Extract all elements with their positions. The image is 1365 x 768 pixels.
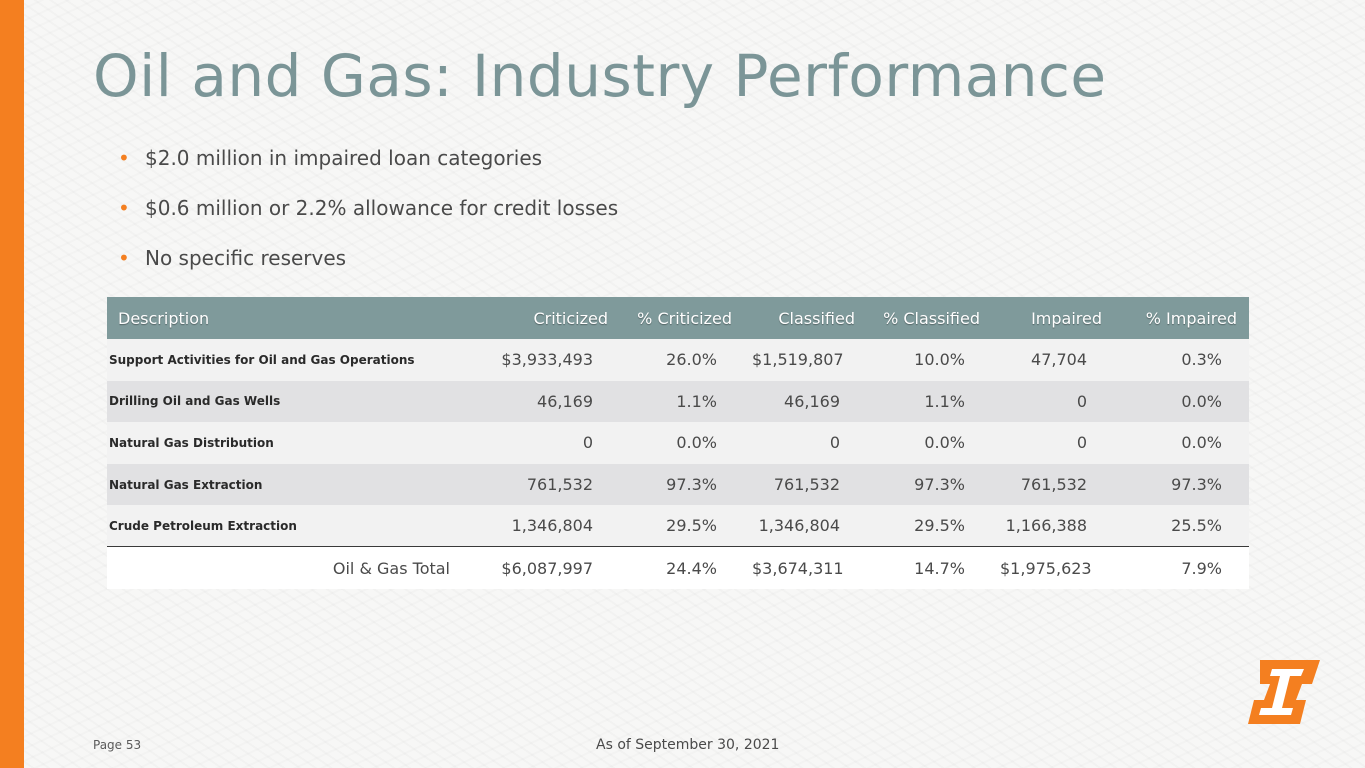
header-description: Description bbox=[118, 308, 210, 328]
header-pct-criticized: % Criticized bbox=[637, 308, 732, 328]
slide-title: Oil and Gas: Industry Performance bbox=[93, 42, 1107, 110]
cell-pct-criticized: 26.0% bbox=[666, 350, 717, 370]
bullet-item: • $2.0 million in impaired loan categorie… bbox=[118, 146, 618, 196]
bullet-icon: • bbox=[118, 146, 130, 170]
bullet-icon: • bbox=[118, 246, 130, 270]
table-row: Support Activities for Oil and Gas Opera… bbox=[107, 339, 1249, 381]
cell-classified: 0 bbox=[829, 433, 840, 453]
cell-pct-impaired: 97.3% bbox=[1171, 475, 1222, 495]
bullet-text: $0.6 million or 2.2% allowance for credi… bbox=[145, 196, 619, 220]
cell-impaired: 1,166,388 bbox=[1005, 516, 1087, 536]
total-label: Oil & Gas Total bbox=[332, 558, 450, 578]
bullet-text: $2.0 million in impaired loan categories bbox=[145, 146, 543, 170]
total-pct-impaired: 7.9% bbox=[1181, 558, 1222, 578]
table-header-row: Description Criticized % Criticized Clas… bbox=[107, 297, 1249, 339]
total-criticized: $6,087,997 bbox=[501, 558, 593, 578]
cell-classified: 46,169 bbox=[784, 391, 840, 411]
cell-pct-impaired: 0.0% bbox=[1181, 433, 1222, 453]
table-row: Natural Gas Distribution 0 0.0% 0 0.0% 0… bbox=[107, 422, 1249, 464]
header-criticized: Criticized bbox=[533, 308, 608, 328]
cell-pct-criticized: 0.0% bbox=[676, 433, 717, 453]
total-pct-criticized: 24.4% bbox=[666, 558, 717, 578]
bullet-text: No specific reserves bbox=[145, 246, 347, 270]
cell-pct-criticized: 97.3% bbox=[666, 475, 717, 495]
row-description: Drilling Oil and Gas Wells bbox=[109, 394, 281, 409]
cell-pct-classified: 29.5% bbox=[914, 516, 965, 536]
cell-pct-criticized: 1.1% bbox=[676, 391, 717, 411]
cell-pct-criticized: 29.5% bbox=[666, 516, 717, 536]
cell-pct-impaired: 0.0% bbox=[1181, 391, 1222, 411]
cell-criticized: 1,346,804 bbox=[511, 516, 593, 536]
cell-impaired: 761,532 bbox=[1020, 475, 1087, 495]
bullet-icon: • bbox=[118, 196, 130, 220]
cell-pct-impaired: 25.5% bbox=[1171, 516, 1222, 536]
table-row: Natural Gas Extraction 761,532 97.3% 761… bbox=[107, 463, 1249, 506]
header-classified: Classified bbox=[778, 308, 855, 328]
table-row: Drilling Oil and Gas Wells 46,169 1.1% 4… bbox=[107, 380, 1249, 423]
cell-impaired: 0 bbox=[1076, 391, 1087, 411]
total-classified: $3,674,311 bbox=[752, 558, 844, 578]
header-pct-impaired: % Impaired bbox=[1145, 308, 1237, 328]
performance-table: Description Criticized % Criticized Clas… bbox=[107, 297, 1249, 589]
row-description: Natural Gas Extraction bbox=[109, 477, 263, 492]
cell-criticized: 46,169 bbox=[537, 391, 593, 411]
table-total-row: Oil & Gas Total $6,087,997 24.4% $3,674,… bbox=[107, 546, 1249, 589]
cell-classified: 1,346,804 bbox=[758, 516, 840, 536]
cell-pct-classified: 10.0% bbox=[914, 350, 965, 370]
header-impaired: Impaired bbox=[1031, 308, 1102, 328]
logo-letter bbox=[1259, 669, 1304, 715]
as-of-date: As of September 30, 2021 bbox=[596, 737, 780, 753]
cell-classified: 761,532 bbox=[773, 475, 840, 495]
page-number: Page 53 bbox=[93, 738, 142, 752]
bullet-item: • No specific reserves bbox=[118, 246, 618, 296]
header-pct-classified: % Classified bbox=[883, 308, 980, 328]
cell-classified: $1,519,807 bbox=[752, 350, 844, 370]
company-logo-icon bbox=[1248, 660, 1320, 724]
cell-criticized: 0 bbox=[582, 433, 593, 453]
cell-pct-classified: 1.1% bbox=[924, 391, 965, 411]
cell-impaired: 47,704 bbox=[1031, 350, 1087, 370]
bullet-item: • $0.6 million or 2.2% allowance for cred… bbox=[118, 196, 618, 246]
bullet-list: • $2.0 million in impaired loan categorie… bbox=[118, 146, 618, 296]
table-row: Crude Petroleum Extraction 1,346,804 29.… bbox=[107, 505, 1249, 547]
cell-pct-classified: 97.3% bbox=[914, 475, 965, 495]
row-description: Natural Gas Distribution bbox=[109, 435, 274, 450]
accent-bar bbox=[0, 0, 24, 768]
total-pct-classified: 14.7% bbox=[914, 558, 965, 578]
total-impaired: $1,975,623 bbox=[1000, 558, 1092, 578]
row-description: Support Activities for Oil and Gas Opera… bbox=[109, 352, 415, 367]
cell-pct-classified: 0.0% bbox=[924, 433, 965, 453]
cell-impaired: 0 bbox=[1076, 433, 1087, 453]
row-description: Crude Petroleum Extraction bbox=[109, 518, 297, 533]
cell-criticized: $3,933,493 bbox=[501, 350, 593, 370]
cell-pct-impaired: 0.3% bbox=[1181, 350, 1222, 370]
cell-criticized: 761,532 bbox=[526, 475, 593, 495]
